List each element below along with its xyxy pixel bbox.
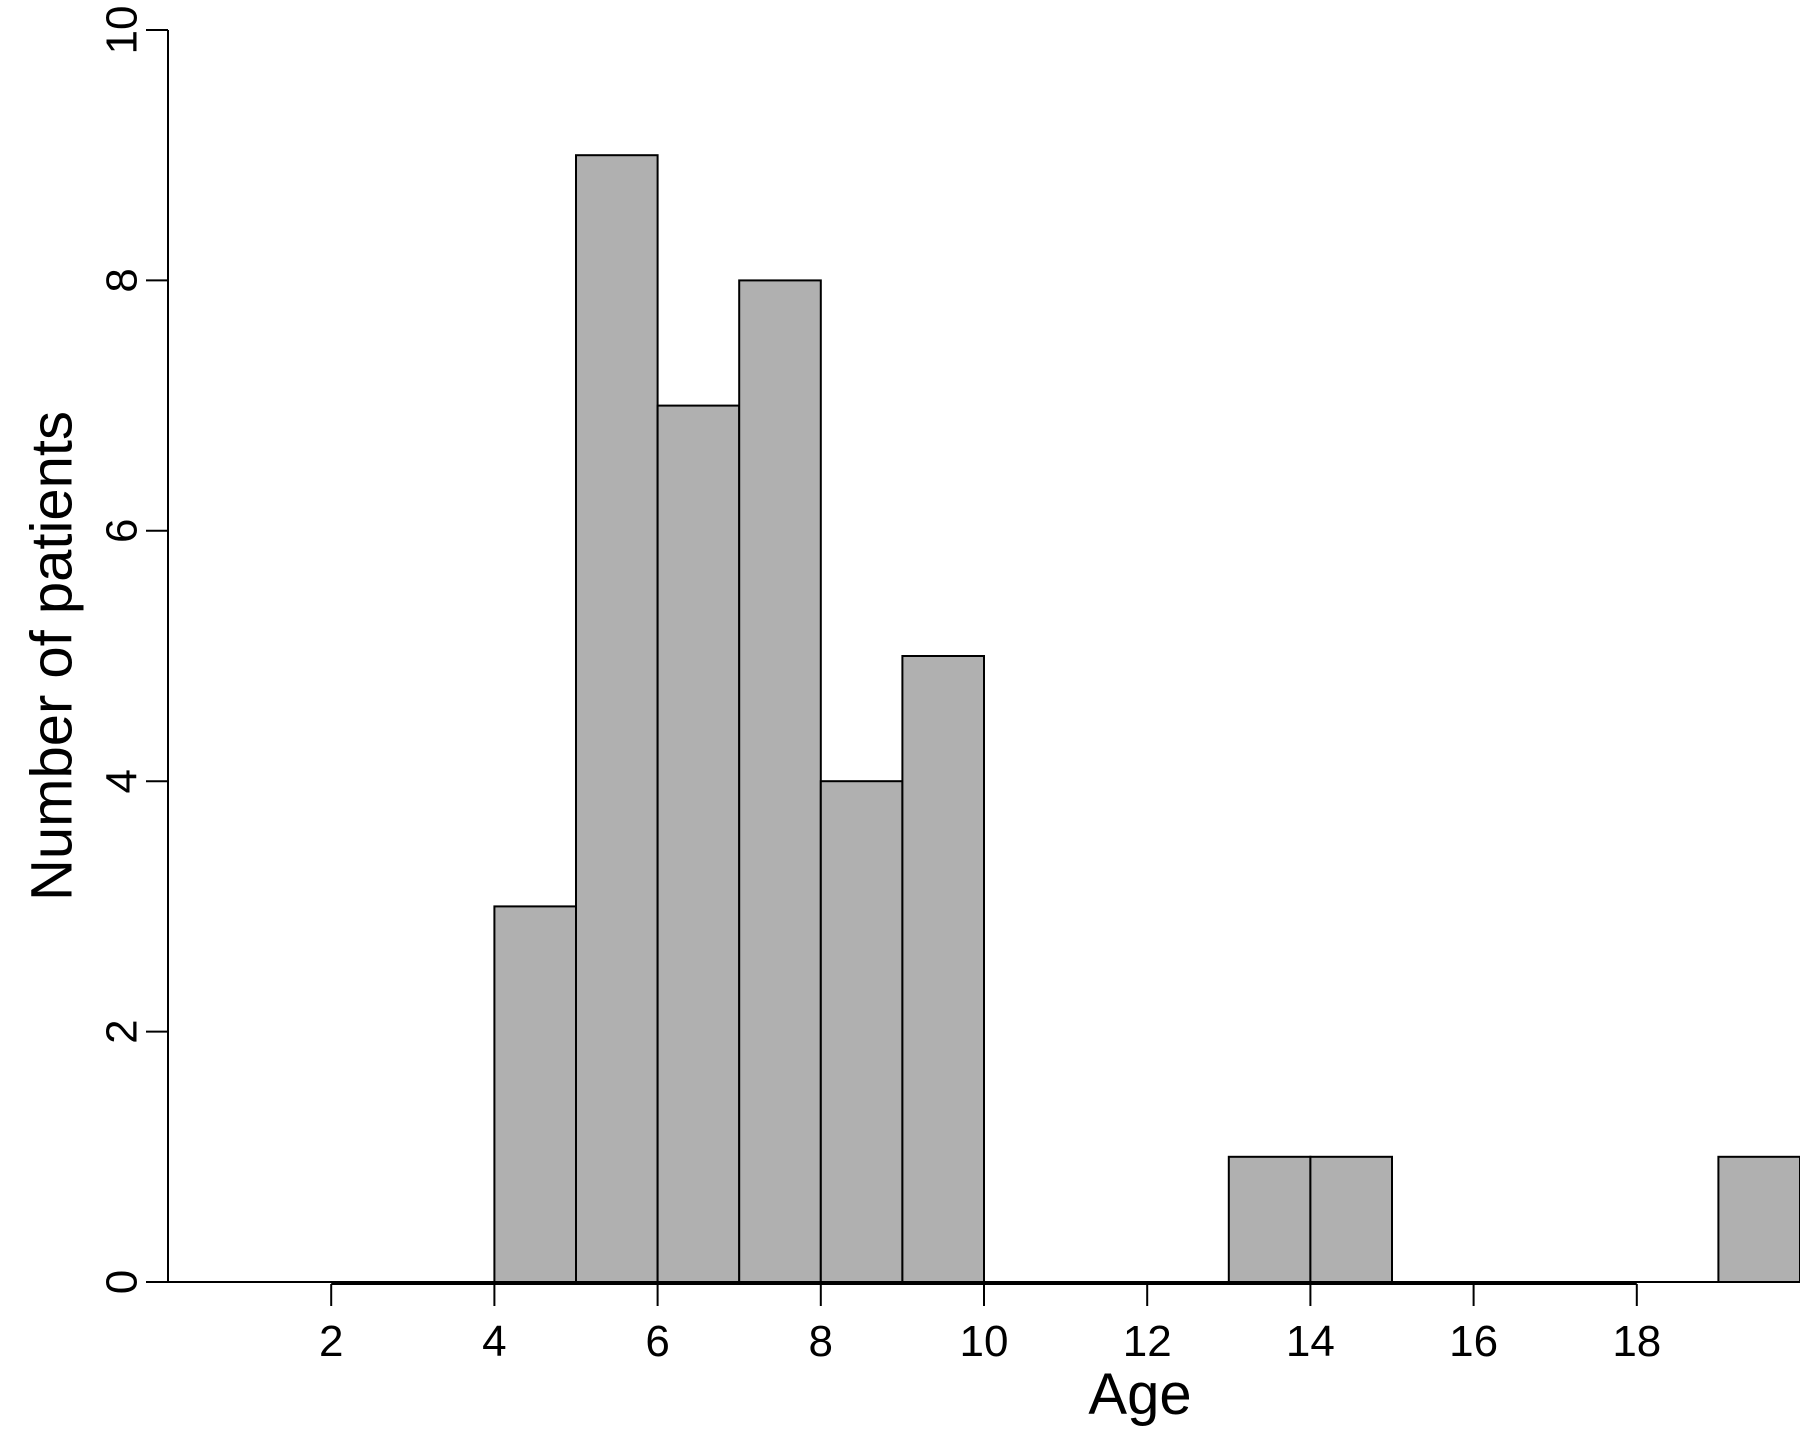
y-tick-label-4: 4 [98,769,147,793]
bar-13-14 [1227,1155,1312,1284]
x-tick-label-2: 2 [319,1317,343,1366]
x-tick-label-14: 14 [1286,1317,1335,1366]
bar-5-6 [575,154,659,1284]
x-tick-label-12: 12 [1123,1317,1172,1366]
histogram-bars [493,154,1800,1284]
y-axis: 0 2 4 6 8 10 [98,6,169,1294]
y-tick-label-8: 8 [98,268,147,292]
x-tick-label-8: 8 [809,1317,833,1366]
x-tick-label-6: 6 [645,1317,669,1366]
bar-19-20 [1717,1155,1800,1284]
bar-9-10 [901,655,986,1283]
y-tick-label-2: 2 [98,1019,147,1043]
bar-8-9 [819,780,904,1283]
x-tick-label-16: 16 [1449,1317,1498,1366]
y-tick-label-0: 0 [98,1270,147,1294]
bar-4-5 [493,905,577,1284]
y-axis-title: Number of patients [20,411,85,901]
bar-6-7 [656,404,741,1284]
y-tick-label-6: 6 [98,519,147,543]
bar-7-8 [738,279,822,1283]
x-tick-label-18: 18 [1612,1317,1661,1366]
x-axis-title: Age [1088,1362,1191,1427]
x-tick-label-4: 4 [482,1317,506,1366]
x-axis: 2 4 6 8 10 12 14 16 18 [168,1281,1800,1366]
x-tick-label-10: 10 [960,1317,1009,1366]
bar-14-15 [1309,1155,1394,1284]
y-tick-label-10: 10 [98,6,147,55]
